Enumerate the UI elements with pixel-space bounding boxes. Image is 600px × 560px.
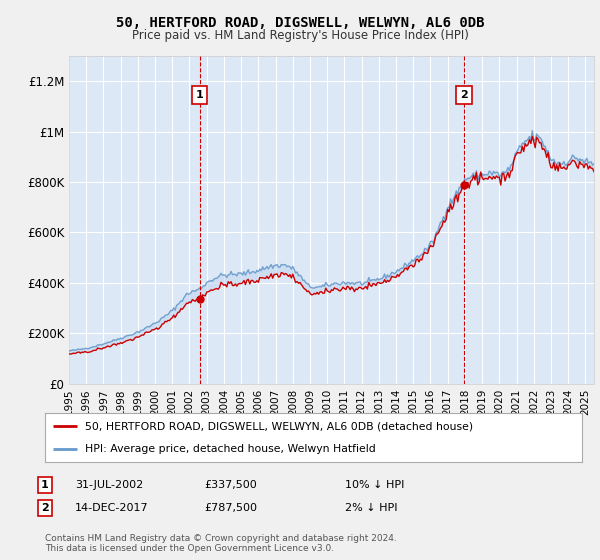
Text: 1: 1 [41,480,49,490]
Text: 10% ↓ HPI: 10% ↓ HPI [345,480,404,490]
Point [195,294,205,303]
Point [460,181,469,190]
Text: Price paid vs. HM Land Registry's House Price Index (HPI): Price paid vs. HM Land Registry's House … [131,29,469,42]
Text: 2% ↓ HPI: 2% ↓ HPI [345,503,398,513]
Text: 50, HERTFORD ROAD, DIGSWELL, WELWYN, AL6 0DB: 50, HERTFORD ROAD, DIGSWELL, WELWYN, AL6… [116,16,484,30]
Text: 1: 1 [196,90,203,100]
Text: 50, HERTFORD ROAD, DIGSWELL, WELWYN, AL6 0DB (detached house): 50, HERTFORD ROAD, DIGSWELL, WELWYN, AL6… [85,421,473,431]
Text: Contains HM Land Registry data © Crown copyright and database right 2024.
This d: Contains HM Land Registry data © Crown c… [45,534,397,553]
Text: £787,500: £787,500 [204,503,257,513]
Text: 31-JUL-2002: 31-JUL-2002 [75,480,143,490]
Text: 14-DEC-2017: 14-DEC-2017 [75,503,149,513]
Text: 2: 2 [41,503,49,513]
Text: £337,500: £337,500 [204,480,257,490]
Text: HPI: Average price, detached house, Welwyn Hatfield: HPI: Average price, detached house, Welw… [85,444,376,454]
Text: 2: 2 [460,90,468,100]
